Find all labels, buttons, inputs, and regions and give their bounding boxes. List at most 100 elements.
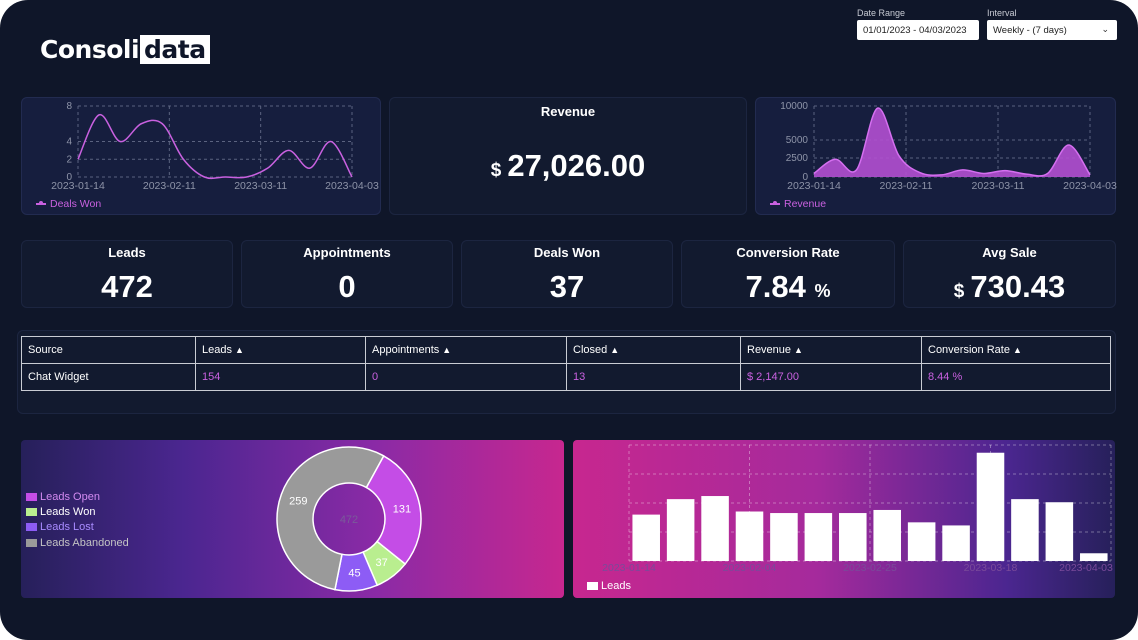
- y-tick-label: 2: [66, 154, 72, 165]
- sort-icon[interactable]: ▲︎: [794, 345, 803, 355]
- bar-leads: [735, 511, 764, 561]
- kpi-value: 472: [101, 269, 153, 304]
- col-revenue[interactable]: Revenue ▲︎: [740, 336, 922, 364]
- chevron-down-icon: ⌄: [1101, 24, 1109, 34]
- kpi-value: 7.84 %: [745, 269, 831, 304]
- cell-closed: 13: [566, 363, 741, 391]
- kpi-title: Appointments: [303, 245, 391, 260]
- leads-donut-chart: 131 37 45 259 472: [276, 446, 422, 592]
- legend-swatch: [26, 493, 37, 501]
- kpi-title: Conversion Rate: [736, 245, 840, 260]
- legend-leads-open[interactable]: Leads Open: [26, 491, 100, 503]
- sort-icon[interactable]: ▲︎: [234, 345, 244, 355]
- revenue-chart-card: 10000 5000 2500 0 2023-01-14 2023-02-11 2023-0…: [755, 97, 1117, 215]
- kpi-card-leads: Leads 472: [21, 240, 233, 308]
- kpi-title: Leads: [108, 245, 146, 260]
- revenue-value: $27,026.00: [490, 148, 646, 183]
- bar-leads: [804, 513, 833, 561]
- y-tick-label: 8: [66, 101, 72, 112]
- logo: Consoli data: [40, 34, 210, 64]
- donut-value-label: 131: [393, 503, 411, 515]
- table-row: Chat Widget 154 0 13 $ 2,147.00 8.44 %: [21, 363, 1111, 391]
- bar-leads: [873, 509, 901, 561]
- x-tick-label: 2023-02-11: [880, 180, 933, 192]
- table-header-row: Source Leads ▲︎ Appointments ▲︎ Closed ▲︎ R…: [21, 336, 1111, 364]
- date-range-input[interactable]: 01/01/2023 - 04/03/2023: [857, 20, 979, 40]
- y-tick-label: 0: [802, 172, 808, 183]
- x-tick-label: 2023-02-25: [843, 562, 897, 574]
- series-area-revenue: [814, 108, 1090, 177]
- cell-appointments: 0: [365, 363, 567, 391]
- kpi-card-deals-won: Deals Won 37: [461, 240, 673, 308]
- y-tick-label: 4: [66, 137, 72, 148]
- date-range-label: Date Range: [857, 8, 906, 18]
- bar-leads: [701, 496, 729, 561]
- bar-leads: [1080, 553, 1108, 561]
- bar-leads: [839, 513, 867, 561]
- bar-leads: [1011, 499, 1039, 561]
- legend-leads-won[interactable]: Leads Won: [26, 506, 95, 518]
- bar-leads: [942, 525, 970, 561]
- interval-label: Interval: [987, 8, 1017, 18]
- interval-select[interactable]: Weekly - (7 days) ⌄: [987, 20, 1117, 40]
- x-tick-label: 2023-04-03: [325, 180, 379, 192]
- series-line-deals-won: [77, 114, 353, 180]
- col-appointments[interactable]: Appointments ▲︎: [365, 336, 567, 364]
- kpi-title: Avg Sale: [982, 245, 1037, 260]
- cell-conversion-rate: 8.44 %: [921, 363, 1111, 391]
- x-tick-label: 2023-02-11: [143, 180, 196, 192]
- legend-leads-lost[interactable]: Leads Lost: [26, 521, 94, 533]
- revenue-card: Revenue $27,026.00: [389, 97, 747, 215]
- legend-swatch: [26, 539, 37, 547]
- sources-table: Source Leads ▲︎ Appointments ▲︎ Closed ▲︎ R…: [21, 336, 1111, 391]
- bar-leads: [770, 513, 798, 561]
- deals-won-chart-card: 8 4 2 0 2023-01-14 2023-02-11 2023-03-11 2023-0…: [21, 97, 381, 215]
- kpi-card-conversion-rate: Conversion Rate 7.84 %: [681, 240, 895, 308]
- revenue-title: Revenue: [540, 104, 596, 119]
- y-tick-label: 10000: [780, 101, 808, 112]
- legend-line-icon: [770, 201, 780, 205]
- sort-icon[interactable]: ▲︎: [610, 345, 620, 355]
- kpi-card-appointments: Appointments 0: [241, 240, 453, 308]
- y-tick-label: 2500: [786, 153, 809, 164]
- donut-value-label: 259: [289, 496, 307, 508]
- x-tick-label: 2023-01-14: [787, 180, 841, 192]
- col-conversion-rate[interactable]: Conversion Rate ▲︎: [921, 336, 1111, 364]
- x-tick-label: 2023-03-11: [234, 180, 287, 192]
- x-tick-label: 2023-04-03: [1059, 562, 1113, 574]
- leads-status-card: Leads Open Leads Won Leads Lost Leads Ab…: [21, 440, 564, 598]
- cell-source: Chat Widget: [21, 363, 196, 391]
- kpi-title: Deals Won: [533, 245, 601, 260]
- bar-leads: [976, 452, 1005, 561]
- kpi-value: 0: [338, 269, 356, 304]
- sort-icon[interactable]: ▲︎: [442, 345, 452, 355]
- col-closed[interactable]: Closed ▲︎: [566, 336, 741, 364]
- kpi-card-avg-sale: Avg Sale $730.43: [903, 240, 1116, 308]
- col-source: Source: [21, 336, 196, 364]
- bar-leads: [666, 499, 695, 561]
- cell-revenue: $ 2,147.00: [740, 363, 922, 391]
- bar-leads: [907, 522, 936, 561]
- x-tick-label: 2023-01-14: [602, 562, 656, 574]
- legend-line-icon: [36, 201, 46, 205]
- sort-icon[interactable]: ▲︎: [1012, 345, 1022, 355]
- leads-bar-legend: Leads: [587, 580, 631, 592]
- donut-slice-leads-open: [365, 454, 422, 566]
- x-tick-label: 2023-03-11: [972, 180, 1025, 192]
- donut-slice-leads-abandoned: [276, 446, 385, 591]
- legend-swatch: [26, 508, 37, 516]
- leads-bar-card: 2023-01-14 2023-02-04 2023-02-25 2023-03-18…: [573, 440, 1115, 598]
- revenue-legend: Revenue: [770, 198, 826, 210]
- legend-swatch: [587, 582, 598, 590]
- x-tick-label: 2023-03-18: [964, 562, 1018, 574]
- donut-value-label: 45: [348, 568, 360, 580]
- cell-leads: 154: [195, 363, 366, 391]
- y-tick-label: 0: [66, 172, 72, 183]
- col-leads[interactable]: Leads ▲︎: [195, 336, 366, 364]
- legend-leads-abandoned[interactable]: Leads Abandoned: [26, 537, 129, 549]
- donut-value-label: 37: [376, 557, 388, 569]
- y-tick-label: 5000: [786, 135, 809, 146]
